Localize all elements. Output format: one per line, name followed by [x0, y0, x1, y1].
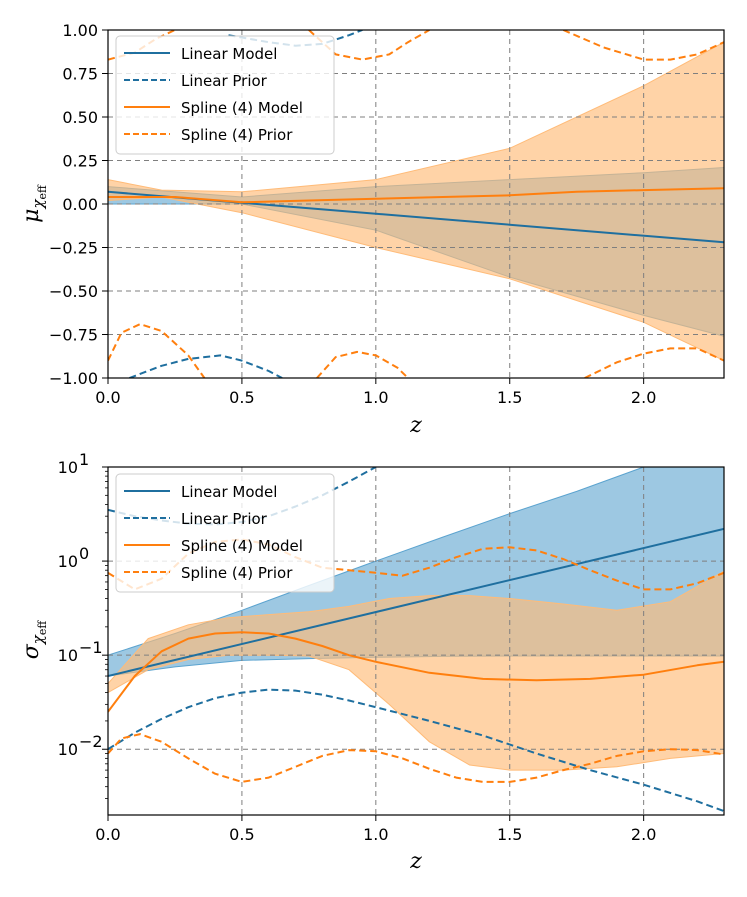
y-axis-label-sub: χ [29, 634, 47, 645]
spline-4-model-line [108, 631, 724, 713]
legend: Linear Model Linear Prior Spline (4) Mod… [115, 35, 335, 155]
x-tick-label: 0.5 [229, 825, 254, 844]
legend-label-spline-prior: Spline (4) Prior [181, 126, 293, 144]
spline-4-prior-lower-line [108, 323, 206, 378]
spline-model-band [108, 41, 724, 362]
y-axis-label: σχeff [19, 620, 49, 660]
mu-chi-eff-panel: 0.0 0.5 1.0 1.5 2.0 −1.00 −0.75 −0.50 −0.25 0.00… [19, 21, 725, 438]
x-tick-label: 1.0 [363, 388, 388, 407]
x-tick-label: 2.0 [631, 388, 656, 407]
y-axis-label-subsub: eff [36, 620, 49, 636]
spline-4-prior-lower-line [584, 347, 724, 378]
legend-box [115, 35, 335, 155]
x-tick-label: 1.0 [363, 825, 388, 844]
legend-label-spline-model: Spline (4) Model [181, 99, 303, 117]
x-tick-label: 0.5 [229, 388, 254, 407]
y-tick-label: 10 [58, 458, 78, 477]
legend-label-linear-prior: Linear Prior [181, 72, 268, 90]
y-tick-label: −0.50 [49, 282, 98, 301]
plot-frame [107, 466, 725, 816]
y-tick-exponent: 1 [79, 450, 89, 469]
spline-4-prior-lower-line [316, 350, 409, 378]
x-tick-label: 0.0 [95, 388, 120, 407]
y-tick-label: −0.25 [49, 239, 98, 258]
spline-4-model-line [108, 187, 724, 204]
spline-4-prior-upper-line [308, 30, 430, 61]
linear-model-line [108, 527, 724, 677]
y-tick-label: 1.00 [62, 21, 98, 40]
legend: Linear Model Linear Prior Spline (4) Mod… [115, 473, 335, 593]
x-tick-label: 1.5 [497, 825, 522, 844]
y-tick-exponent: 0 [79, 544, 89, 563]
x-axis-label: z [409, 413, 422, 438]
x-axis-label: z [409, 849, 422, 874]
y-tick-label: 10 [58, 740, 78, 759]
y-axis-label-sub: χ [29, 199, 47, 210]
legend-label-linear-model: Linear Model [181, 483, 277, 501]
spline-4-prior-lower-line [108, 733, 724, 783]
y-tick-label: 0.00 [62, 195, 98, 214]
y-tick-exponent: −1 [79, 638, 103, 657]
x-tick-label: 0.0 [95, 825, 120, 844]
y-axis-label-symbol: σ [19, 643, 44, 659]
y-tick-label: 0.50 [62, 108, 98, 127]
y-tick-label: 0.25 [62, 152, 98, 171]
y-axis-label: μχeff [19, 184, 49, 223]
y-tick-label: −1.00 [49, 369, 98, 388]
x-tick-label: 2.0 [631, 825, 656, 844]
y-tick-exponent: −2 [79, 732, 103, 751]
legend-label-spline-model: Spline (4) Model [181, 537, 303, 555]
x-tick-label: 1.5 [497, 388, 522, 407]
y-axis-label-subsub: eff [36, 184, 49, 200]
y-axis-label-symbol: μ [19, 209, 44, 223]
y-tick-label: 0.75 [62, 65, 98, 84]
y-tick-label: −0.75 [49, 326, 98, 345]
spline-4-prior-upper-line [562, 30, 724, 61]
linear-prior-lower-line [129, 354, 283, 378]
legend-label-spline-prior: Spline (4) Prior [181, 564, 293, 582]
legend-box [115, 473, 335, 593]
y-tick-label: 10 [58, 552, 78, 571]
y-tick-label: 10 [58, 646, 78, 665]
legend-label-linear-model: Linear Model [181, 45, 277, 63]
legend-label-linear-prior: Linear Prior [181, 510, 268, 528]
